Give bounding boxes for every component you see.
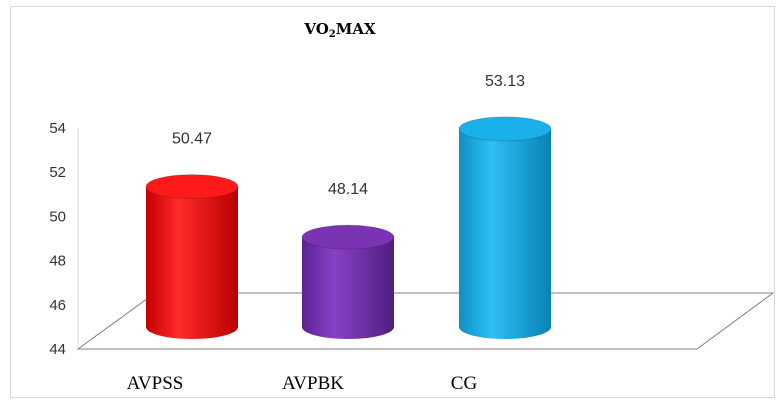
data-label: 53.13 [485,73,525,90]
y-tick-label: 48 [49,253,66,270]
bar-top-cap [301,224,395,250]
chart-title-pre: VO [303,20,328,38]
category-labels: AVPSS AVPBK CG [127,373,478,394]
y-tick-label: 44 [49,341,66,358]
y-tick-label: 50 [49,208,66,225]
bar-body [302,237,394,339]
data-label: 48.14 [328,181,368,198]
bars-group: 50.47 48.14 53.13 [145,73,552,339]
chart-title: VO2MAX [303,20,376,40]
y-tick-label: 54 [49,120,66,137]
category-label: AVPBK [282,373,344,394]
data-label: 50.47 [172,131,212,148]
bar-body [146,186,238,339]
category-label: CG [451,373,478,394]
bar-top-cap [458,116,552,142]
bar-cg [458,116,552,339]
chart-title-sub: 2 [329,29,336,40]
category-label: AVPSS [127,373,184,394]
chart-title-post: MAX [336,20,376,38]
bar-avpbk [301,224,395,339]
bar-top-cap [145,174,239,200]
y-tick-label: 46 [49,297,66,314]
bar-avpss [145,174,239,339]
bar-body [459,128,551,339]
y-tick-label: 52 [49,164,66,181]
y-axis-ticks: 44 46 48 50 52 54 [49,120,66,358]
chart-floor [76,292,775,350]
